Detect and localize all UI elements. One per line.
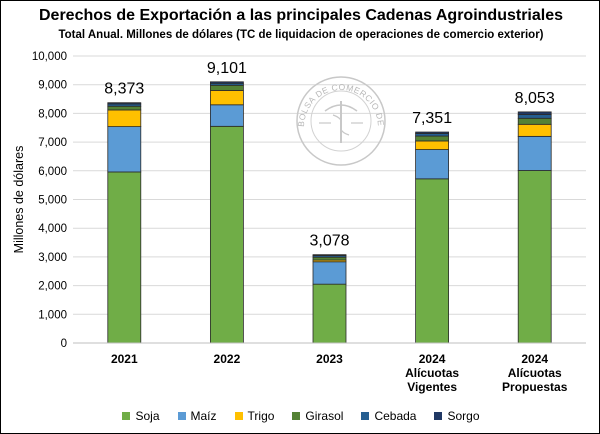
bar-segment-trigo (415, 140, 450, 150)
x-category-label: Propuestas (502, 380, 568, 394)
y-axis-label: Millones de dólares (12, 146, 26, 254)
bar-segment-soja (415, 178, 450, 344)
seal-wings (324, 104, 358, 112)
y-tick-label: 8,000 (38, 108, 67, 120)
y-tick-label: 10,000 (32, 51, 67, 63)
bar-segment-sorgo (312, 254, 347, 256)
bar-segment-maíz (107, 126, 142, 173)
bar-segment-sorgo (107, 102, 142, 105)
total-data-label: 7,351 (412, 110, 452, 127)
x-category-label: 2024 (521, 352, 548, 366)
bar-segment-cebada (517, 114, 552, 119)
legend-swatch (434, 412, 443, 420)
legend-item-cebada: Cebada (361, 409, 416, 423)
bar-segment-sorgo (209, 81, 244, 84)
bar-segment-girasol (517, 117, 552, 125)
y-tick-label: 6,000 (38, 166, 67, 178)
bar-segment-maíz (209, 104, 244, 127)
legend-label: Cebada (374, 409, 417, 423)
bar-segment-maíz (415, 149, 450, 180)
stacked-bar-chart: 0 1,000 2,000 3,000 4,000 5,000 6,000 7,000 8,00… (1, 1, 586, 394)
total-data-label: 8,373 (104, 81, 144, 98)
y-tick-label: 0 (61, 338, 67, 350)
legend-swatch (122, 412, 131, 420)
x-category-label: 2023 (316, 352, 343, 366)
bar-segment-soja (312, 283, 347, 344)
bar-segment-trigo (107, 109, 142, 128)
legend-label: Soja (135, 409, 160, 423)
legend-item-trigo: Trigo (234, 409, 275, 423)
legend-label: Girasol (305, 409, 344, 423)
total-data-label: 9,101 (207, 60, 247, 77)
chart-legend: Soja Maíz Trigo Girasol Cebada Sorgo (1, 409, 600, 423)
bar-segment-maíz (312, 261, 347, 285)
bar-segment-sorgo (517, 111, 552, 115)
y-tick-label: 4,000 (38, 223, 67, 235)
legend-label: Trigo (247, 409, 275, 423)
y-tick-label: 9,000 (38, 80, 67, 92)
legend-item-soja: Soja (122, 409, 160, 423)
total-data-label: 8,053 (515, 90, 555, 107)
bar-segment-girasol (415, 135, 450, 142)
legend-label: Maíz (190, 409, 217, 423)
seal-snake (332, 114, 350, 136)
bar-segment-soja (517, 170, 552, 344)
bar-segment-trigo (209, 90, 244, 106)
x-category-label: Vigentes (407, 380, 457, 394)
total-data-label: 3,078 (309, 233, 349, 250)
bar-segment-soja (209, 125, 244, 344)
legend-swatch (234, 412, 243, 420)
legend-swatch (177, 412, 186, 420)
bar-segment-sorgo (415, 131, 450, 134)
bar-segment-soja (107, 171, 142, 344)
x-category-label: Alícuotas (508, 366, 562, 380)
y-tick-label: 1,000 (38, 309, 67, 321)
x-category-label: 2022 (214, 352, 241, 366)
y-tick-label: 3,000 (38, 252, 67, 264)
y-tick-label: 5,000 (38, 195, 67, 207)
bar-segment-girasol (209, 84, 244, 91)
y-tick-label: 7,000 (38, 137, 67, 149)
legend-label: Sorgo (447, 409, 480, 423)
x-category-label: 2024 (419, 352, 446, 366)
legend-swatch (292, 412, 301, 420)
x-category-label: 2021 (111, 352, 138, 366)
legend-item-maíz: Maíz (177, 409, 217, 423)
legend-item-girasol: Girasol (292, 409, 343, 423)
seal-inner-ring (310, 90, 372, 152)
legend-swatch (361, 412, 370, 420)
chart-subtitle: Total Anual. Millones de dólares (TC de … (58, 29, 544, 41)
bar-segment-girasol (107, 105, 142, 111)
bar-segment-trigo (517, 123, 552, 137)
legend-item-sorgo: Sorgo (434, 409, 480, 423)
seal-watermark (296, 76, 386, 166)
chart-title: Derechos de Exportación a las principale… (38, 7, 564, 24)
bar-segment-girasol (312, 256, 347, 261)
y-tick-label: 2,000 (38, 281, 67, 293)
bar-segment-maíz (517, 135, 552, 171)
x-category-label: Alícuotas (405, 366, 459, 380)
